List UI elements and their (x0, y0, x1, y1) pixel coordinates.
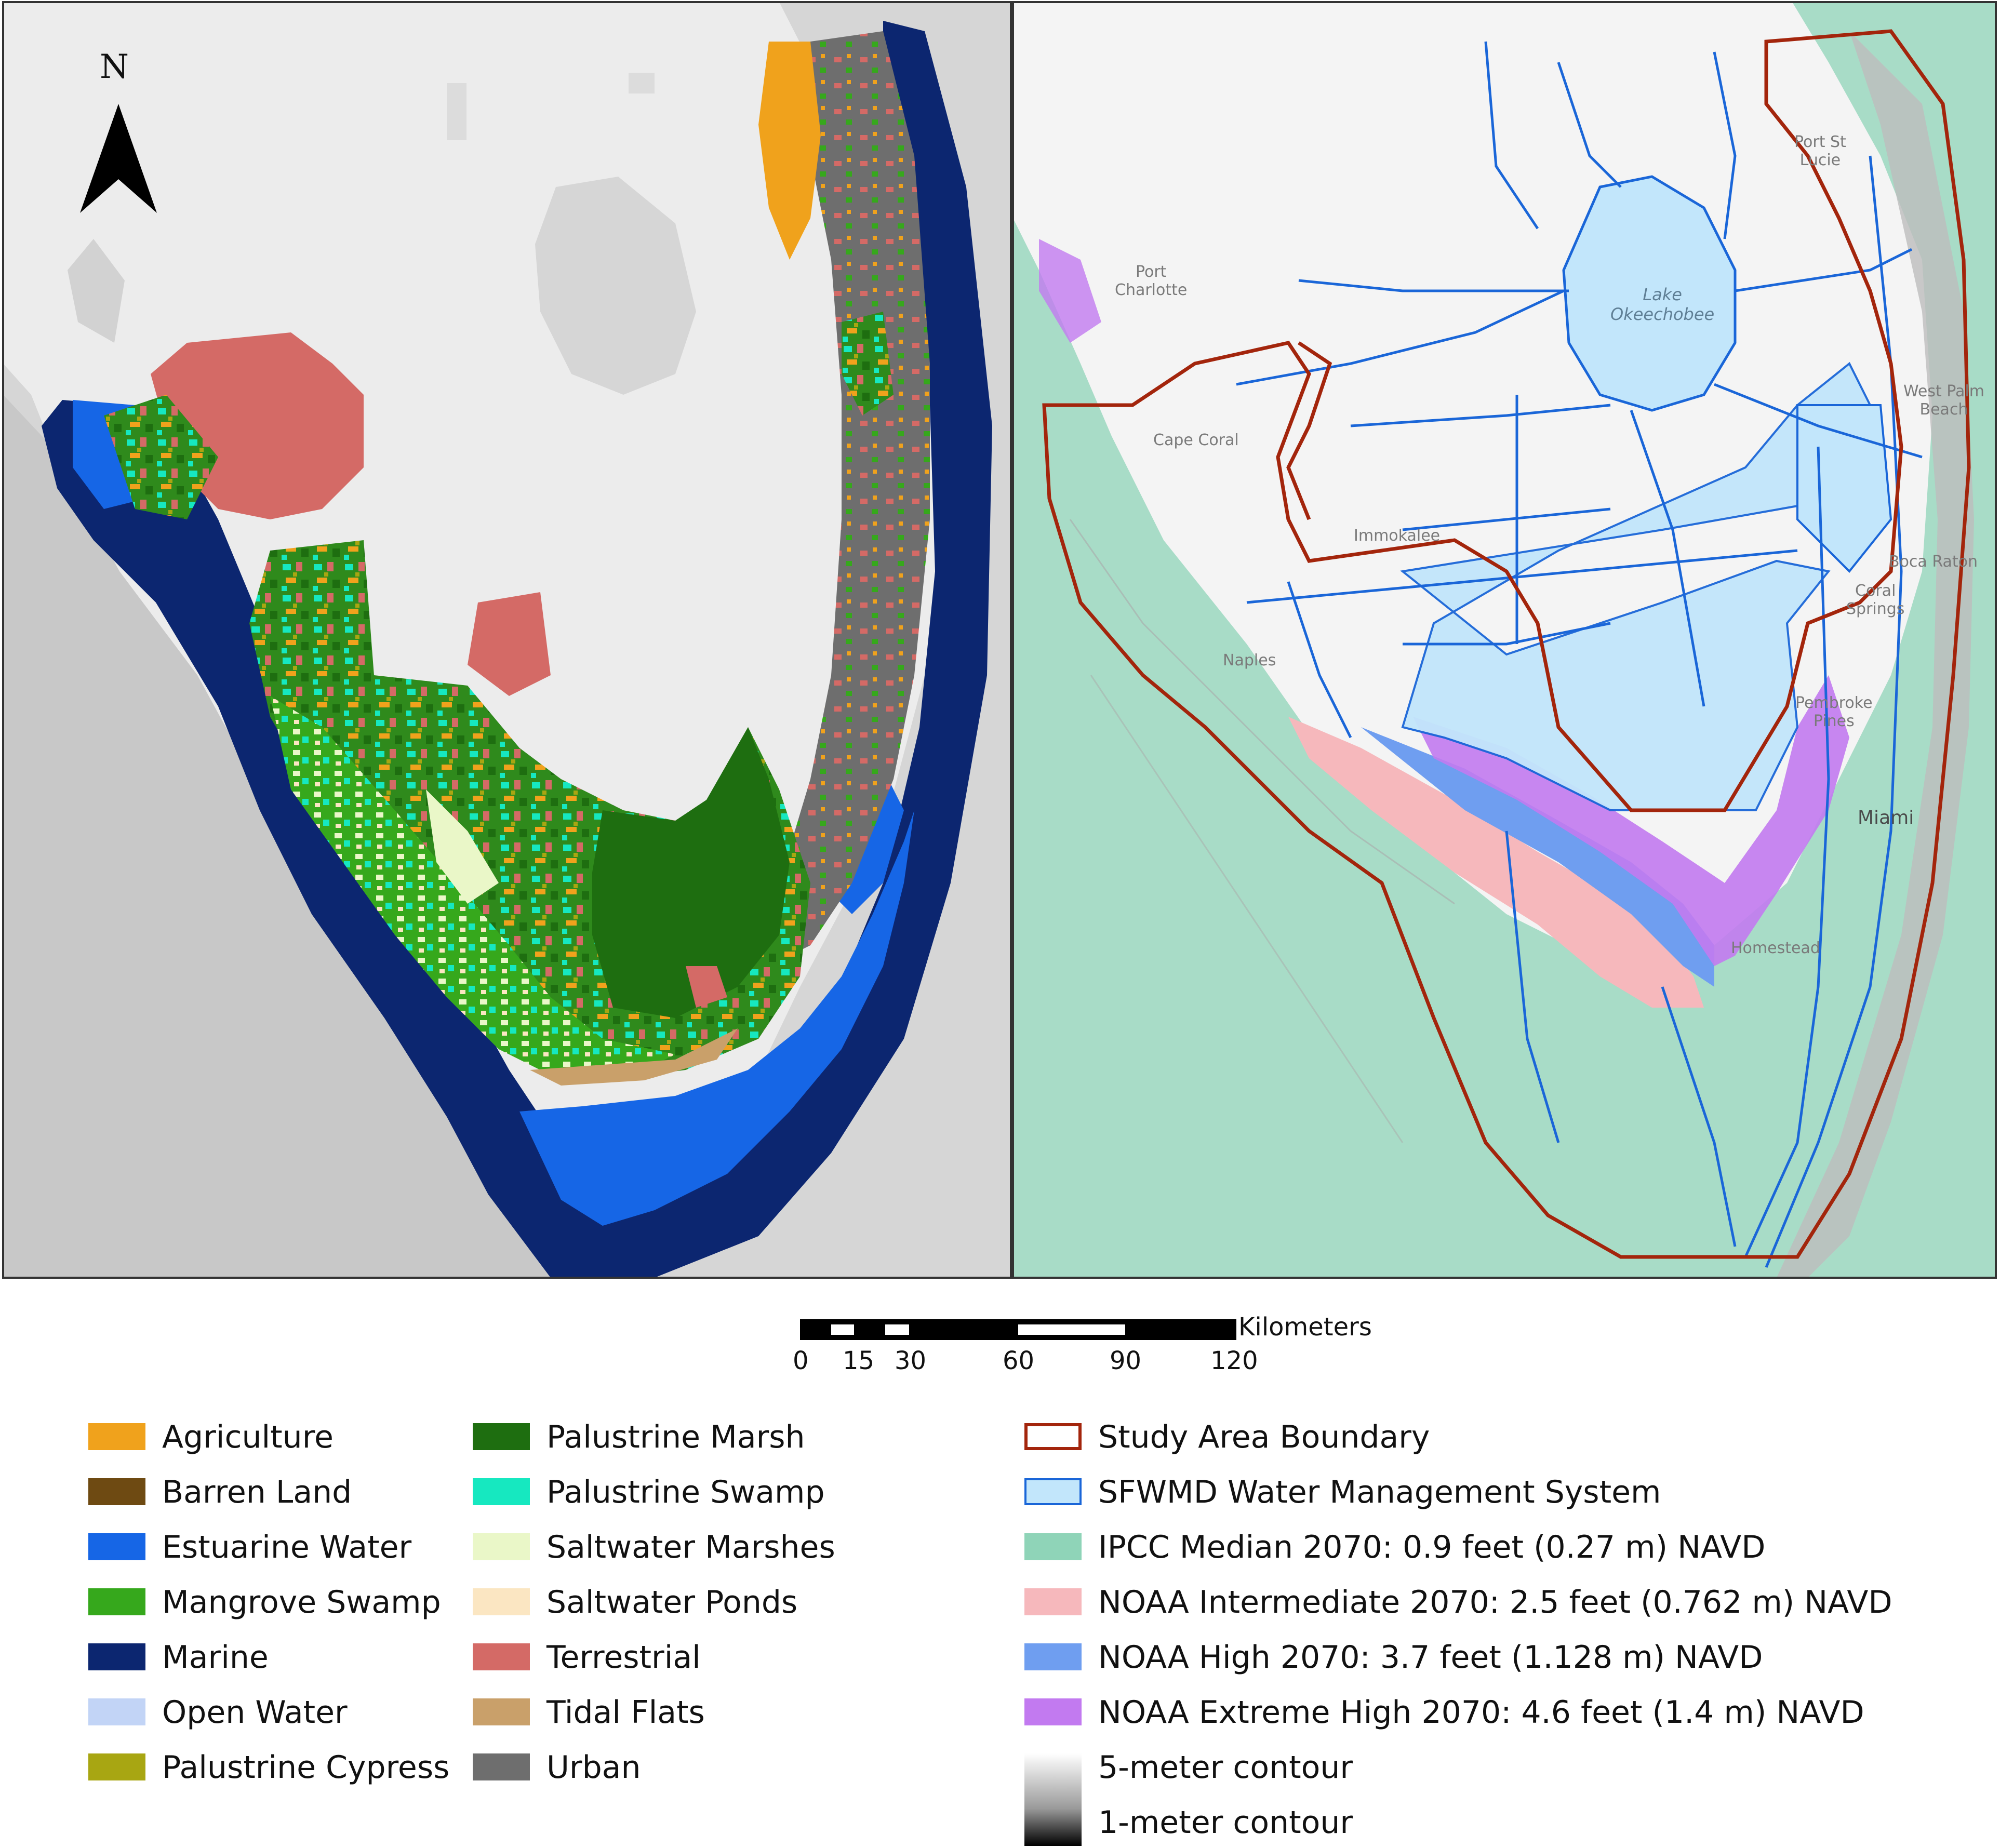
legend-label: Study Area Boundary (1098, 1419, 1430, 1455)
label-miami: Miami (1858, 807, 1914, 828)
label-pembroke-pines: Pembroke Pines (1795, 694, 1873, 730)
legend-label: Agriculture (162, 1419, 334, 1455)
legend-swatch (1024, 1698, 1082, 1725)
legend-swatch (88, 1423, 145, 1450)
scale-tick: 15 (843, 1346, 875, 1375)
scale-tick: 60 (1003, 1346, 1035, 1375)
legend-label: Mangrove Swamp (162, 1584, 441, 1621)
legend-label: Palustrine Cypress (162, 1749, 450, 1786)
legend-label: IPCC Median 2070: 0.9 feet (0.27 m) NAVD (1098, 1529, 1766, 1565)
legend-swatch (88, 1753, 145, 1780)
legend-swatch (473, 1698, 530, 1725)
north-arrow-icon (80, 104, 157, 213)
label-west-palm-beach: West Palm Beach (1903, 382, 1984, 419)
label-naples: Naples (1223, 651, 1276, 669)
legend-label: NOAA Intermediate 2070: 2.5 feet (0.762 … (1098, 1584, 1892, 1621)
legend-swatch (473, 1478, 530, 1505)
legend-label: Estuarine Water (162, 1529, 412, 1565)
legend-swatch (1024, 1533, 1082, 1560)
label-port-charlotte: Port Charlotte (1115, 263, 1188, 299)
legend-swatch (1024, 1478, 1082, 1505)
legend-swatch (1024, 1423, 1082, 1450)
north-arrow-label: N (100, 48, 129, 86)
label-cape-coral: Cape Coral (1153, 431, 1239, 449)
scale-tick: 0 (793, 1346, 809, 1375)
legend-swatch (88, 1478, 145, 1505)
legend-swatch (1024, 1753, 1082, 1809)
legend-swatch (473, 1423, 530, 1450)
label-port-st-lucie: Port St Lucie (1794, 133, 1846, 169)
legend-swatch (1024, 1809, 1082, 1846)
scale-bar-unit: Kilometers (1238, 1313, 1372, 1342)
legend-label: Saltwater Marshes (546, 1529, 835, 1565)
label-boca-raton: Boca Raton (1889, 553, 1978, 571)
legend-label: Palustrine Marsh (546, 1419, 805, 1455)
label-immokalee: Immokalee (1354, 527, 1441, 545)
scale-tick: 30 (895, 1346, 927, 1375)
legend-label: Open Water (162, 1694, 348, 1731)
legend-swatch (473, 1643, 530, 1670)
left-map-landcover (2, 1, 1012, 1279)
scale-tick: 120 (1210, 1346, 1258, 1375)
legend-label: SFWMD Water Management System (1098, 1474, 1661, 1510)
legend-label: Barren Land (162, 1474, 352, 1510)
scale-bar (800, 1319, 1236, 1340)
map-panels (2, 1, 1997, 1279)
legend-label: Saltwater Ponds (546, 1584, 798, 1621)
legend-label: 5-meter contour (1098, 1749, 1353, 1786)
legend-swatch (1024, 1588, 1082, 1615)
legend-label: 1-meter contour (1098, 1804, 1353, 1841)
legend-label: NOAA High 2070: 3.7 feet (1.128 m) NAVD (1098, 1639, 1763, 1676)
legend-label: Urban (546, 1749, 641, 1786)
legend-swatch (88, 1588, 145, 1615)
legend-swatch (88, 1643, 145, 1670)
legend-swatch (473, 1753, 530, 1780)
label-coral-springs: Coral Springs (1846, 582, 1905, 618)
legend-label: Marine (162, 1639, 269, 1676)
legend-swatch (1024, 1643, 1082, 1670)
scale-tick: 90 (1110, 1346, 1142, 1375)
right-map-sea-level-rise (1012, 1, 1997, 1279)
legend-swatch (473, 1533, 530, 1560)
legend-label: Terrestrial (546, 1639, 701, 1676)
legend-label: Tidal Flats (546, 1694, 705, 1731)
legend-swatch (88, 1533, 145, 1560)
legend-swatch (88, 1698, 145, 1725)
legend-label: NOAA Extreme High 2070: 4.6 feet (1.4 m)… (1098, 1694, 1864, 1731)
label-lake-okeechobee: Lake Okeechobee (1610, 285, 1715, 324)
legend-label: Palustrine Swamp (546, 1474, 825, 1510)
label-homestead: Homestead (1731, 939, 1820, 957)
legend-swatch (473, 1588, 530, 1615)
